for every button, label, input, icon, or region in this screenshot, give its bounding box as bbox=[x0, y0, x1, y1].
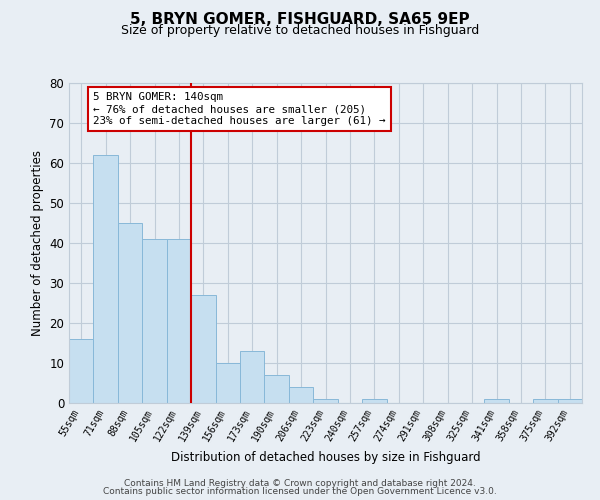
Bar bbox=[313, 398, 338, 402]
Bar bbox=[142, 238, 167, 402]
Text: Contains public sector information licensed under the Open Government Licence v3: Contains public sector information licen… bbox=[103, 487, 497, 496]
Bar bbox=[191, 294, 215, 403]
X-axis label: Distribution of detached houses by size in Fishguard: Distribution of detached houses by size … bbox=[170, 451, 481, 464]
Bar bbox=[265, 374, 289, 402]
Bar bbox=[362, 398, 386, 402]
Bar bbox=[533, 398, 557, 402]
Bar bbox=[94, 154, 118, 402]
Text: Size of property relative to detached houses in Fishguard: Size of property relative to detached ho… bbox=[121, 24, 479, 37]
Bar bbox=[289, 386, 313, 402]
Bar bbox=[215, 362, 240, 403]
Bar bbox=[118, 222, 142, 402]
Bar bbox=[484, 398, 509, 402]
Bar bbox=[69, 338, 94, 402]
Y-axis label: Number of detached properties: Number of detached properties bbox=[31, 150, 44, 336]
Text: 5, BRYN GOMER, FISHGUARD, SA65 9EP: 5, BRYN GOMER, FISHGUARD, SA65 9EP bbox=[130, 12, 470, 28]
Bar bbox=[557, 398, 582, 402]
Bar bbox=[167, 238, 191, 402]
Text: 5 BRYN GOMER: 140sqm
← 76% of detached houses are smaller (205)
23% of semi-deta: 5 BRYN GOMER: 140sqm ← 76% of detached h… bbox=[94, 92, 386, 126]
Bar bbox=[240, 350, 265, 403]
Text: Contains HM Land Registry data © Crown copyright and database right 2024.: Contains HM Land Registry data © Crown c… bbox=[124, 478, 476, 488]
